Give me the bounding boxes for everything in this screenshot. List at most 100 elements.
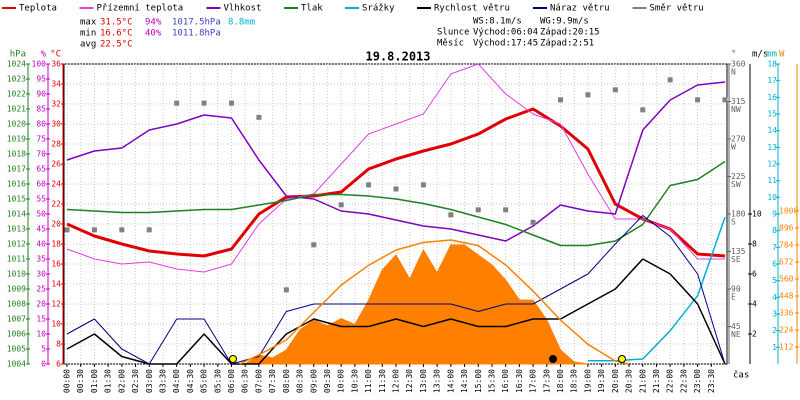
axis-title: ° bbox=[731, 50, 736, 60]
direction-point bbox=[283, 287, 289, 293]
y-tick-label: 1019 bbox=[7, 135, 26, 144]
x-tick-label: 17:00 bbox=[529, 369, 538, 393]
direction-point bbox=[229, 100, 234, 106]
x-tick-label: 02:30 bbox=[131, 369, 140, 393]
info-sun: Slunce bbox=[437, 28, 470, 38]
y-tick-label: 65 bbox=[36, 165, 46, 174]
y-tick-label: 14 bbox=[767, 126, 777, 135]
x-tick-label: 08:00 bbox=[282, 369, 291, 393]
y-tick-label: 1008 bbox=[779, 206, 798, 215]
direction-point bbox=[695, 97, 701, 103]
y-tick-label: 10 bbox=[752, 210, 762, 219]
direction-point bbox=[475, 207, 481, 213]
y-tick-label: 40 bbox=[36, 240, 46, 249]
direction-point bbox=[612, 87, 618, 93]
x-tick-label: 05:30 bbox=[213, 369, 222, 393]
event-marker bbox=[618, 355, 626, 363]
direction-point bbox=[420, 182, 426, 188]
info-wg: WG:9.9m/s bbox=[540, 17, 589, 27]
y-tick-label: 225 bbox=[731, 172, 746, 181]
y-tick-label: 90 bbox=[731, 285, 741, 294]
x-tick-label: 22:30 bbox=[679, 369, 688, 393]
x-tick-label: 14:30 bbox=[460, 369, 469, 393]
info-hum: 40% bbox=[145, 29, 162, 39]
direction-point bbox=[503, 207, 509, 213]
direction-point bbox=[311, 242, 317, 248]
y-tick-label: 45 bbox=[731, 322, 741, 331]
x-tick-label: 13:00 bbox=[419, 369, 428, 393]
series-line bbox=[66, 107, 726, 258]
y-tick-label: 8 bbox=[752, 240, 757, 249]
y-tick-label: 270 bbox=[731, 135, 746, 144]
x-tick-label: 15:00 bbox=[474, 369, 483, 393]
y-tick-label: 95 bbox=[36, 75, 46, 84]
y-tick-label: 1023 bbox=[7, 75, 26, 84]
axis-title: hPa bbox=[10, 50, 26, 60]
x-tick-label: 06:00 bbox=[227, 369, 236, 393]
y-tick-label: 36 bbox=[51, 60, 61, 69]
x-tick-label: 03:30 bbox=[158, 369, 167, 393]
compass-label: NE bbox=[731, 330, 741, 339]
direction-point bbox=[585, 92, 591, 98]
y-tick-label: 896 bbox=[779, 223, 794, 232]
legend-label: Náraz větru bbox=[550, 4, 610, 14]
axis-title: mm bbox=[766, 50, 777, 60]
x-tick-label: 23:00 bbox=[693, 369, 702, 393]
direction-point bbox=[338, 202, 344, 208]
y-tick-label: 10 bbox=[51, 320, 61, 329]
x-tick-label: 09:00 bbox=[309, 369, 318, 393]
compass-label: NW bbox=[731, 105, 741, 114]
x-tick-label: 07:30 bbox=[268, 369, 277, 393]
y-tick-label: 34 bbox=[51, 80, 61, 89]
info-label: min bbox=[80, 29, 96, 39]
y-tick-label: 3 bbox=[772, 310, 777, 319]
y-tick-label: 25 bbox=[36, 285, 46, 294]
y-tick-label: 45 bbox=[36, 225, 46, 234]
y-tick-label: 336 bbox=[779, 308, 794, 317]
y-tick-label: 75 bbox=[36, 135, 46, 144]
x-tick-label: 04:00 bbox=[172, 369, 181, 393]
y-tick-label: 1013 bbox=[7, 225, 26, 234]
line-layer bbox=[64, 63, 728, 365]
chart-title: 19.8.2013 bbox=[365, 50, 430, 64]
x-tick-label: 21:00 bbox=[638, 369, 647, 393]
y-tick-label: 20 bbox=[36, 300, 46, 309]
y-tick-label: 1006 bbox=[7, 330, 26, 339]
y-tick-label: 1018 bbox=[7, 150, 26, 159]
y-tick-label: 672 bbox=[779, 257, 794, 266]
y-tick-label: 784 bbox=[779, 240, 794, 249]
axis-title: W bbox=[779, 50, 785, 60]
y-tick-label: 1 bbox=[772, 343, 777, 352]
y-tick-label: 1010 bbox=[7, 270, 26, 279]
y-tick-label: 224 bbox=[779, 325, 794, 334]
x-tick-label: 21:30 bbox=[652, 369, 661, 393]
compass-label: W bbox=[731, 143, 736, 152]
x-tick-label: 01:30 bbox=[104, 369, 113, 393]
y-tick-label: 12 bbox=[51, 300, 61, 309]
y-tick-label: 30 bbox=[51, 120, 61, 129]
y-tick-label: 90 bbox=[36, 90, 46, 99]
legend-label: Tlak bbox=[301, 4, 323, 14]
x-tick-label: 00:30 bbox=[76, 369, 85, 393]
info-temp: 31.5°C bbox=[100, 18, 133, 28]
y-tick-label: 6 bbox=[772, 260, 777, 269]
info-moon-rise: Východ:17:45 bbox=[473, 39, 538, 49]
y-tick-label: 80 bbox=[36, 120, 46, 129]
series-line bbox=[239, 239, 630, 365]
y-tick-label: 1009 bbox=[7, 285, 26, 294]
y-tick-label: 24 bbox=[51, 180, 61, 189]
y-tick-label: 1014 bbox=[7, 210, 26, 219]
legend-label: Rychlost větru bbox=[434, 4, 510, 14]
y-tick-label: 13 bbox=[767, 143, 777, 152]
compass-label: S bbox=[731, 218, 736, 227]
x-tick-label: 20:30 bbox=[625, 369, 634, 393]
y-tick-label: 360 bbox=[731, 60, 746, 69]
y-tick-label: 9 bbox=[772, 210, 777, 219]
y-tick-label: 16 bbox=[51, 260, 61, 269]
y-tick-label: 8 bbox=[772, 226, 777, 235]
y-tick-label: 22 bbox=[51, 200, 61, 209]
direction-point bbox=[174, 100, 180, 106]
x-tick-label: 04:30 bbox=[186, 369, 195, 393]
direction-point bbox=[366, 182, 372, 188]
